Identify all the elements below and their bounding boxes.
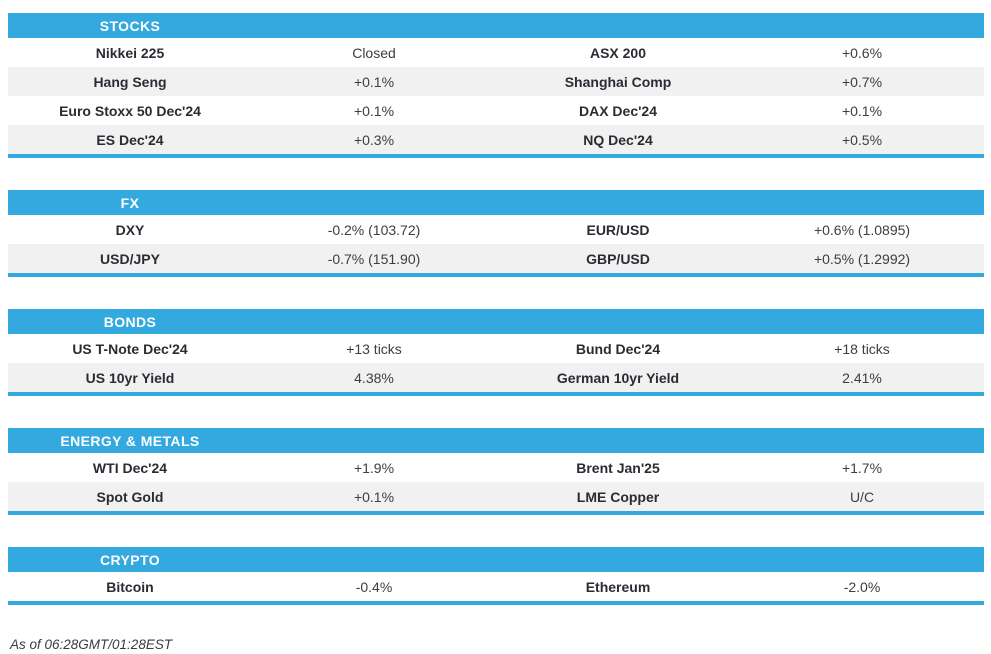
instrument-value: -0.2% (103.72): [327, 221, 421, 238]
section-header: ENERGY & METALS: [8, 428, 984, 453]
instrument-label: GBP/USD: [586, 250, 650, 267]
section-bonds: BONDS US T-Note Dec'24 +13 ticks Bund De…: [8, 309, 984, 396]
instrument-label: Ethereum: [585, 578, 651, 595]
instrument-label: ASX 200: [589, 44, 647, 61]
instrument-value: +18 ticks: [834, 340, 890, 357]
instrument-label: ES Dec'24: [96, 131, 164, 148]
table-row: ES Dec'24 +0.3% NQ Dec'24 +0.5%: [8, 125, 984, 154]
instrument-value: -0.7% (151.90): [327, 250, 421, 267]
instrument-label: US 10yr Yield: [85, 369, 175, 386]
instrument-value: +0.1%: [353, 73, 395, 90]
section-header: FX: [8, 190, 984, 215]
instrument-value: Closed: [352, 44, 396, 61]
instrument-label: Brent Jan'25: [576, 459, 660, 476]
instrument-value: 4.38%: [354, 369, 394, 386]
table-row: US 10yr Yield 4.38% German 10yr Yield 2.…: [8, 363, 984, 392]
instrument-value: +1.7%: [841, 459, 883, 476]
section-header: STOCKS: [8, 13, 984, 38]
instrument-label: WTI Dec'24: [92, 459, 168, 476]
section-header: BONDS: [8, 309, 984, 334]
instrument-label: Spot Gold: [96, 488, 164, 505]
instrument-value: +0.6%: [841, 44, 883, 61]
instrument-label: Euro Stoxx 50 Dec'24: [59, 102, 201, 119]
section-stocks: STOCKS Nikkei 225 Closed ASX 200 +0.6% H…: [8, 13, 984, 158]
section-title: FX: [120, 194, 140, 211]
section-crypto: CRYPTO Bitcoin -0.4% Ethereum -2.0%: [8, 547, 984, 605]
timestamp-note: As of 06:28GMT/01:28EST: [10, 637, 173, 652]
instrument-value: -2.0%: [843, 578, 881, 595]
instrument-label: EUR/USD: [586, 221, 650, 238]
instrument-value: +0.7%: [841, 73, 883, 90]
instrument-label: NQ Dec'24: [583, 131, 653, 148]
table-row: Bitcoin -0.4% Ethereum -2.0%: [8, 572, 984, 601]
table-row: Hang Seng +0.1% Shanghai Comp +0.7%: [8, 67, 984, 96]
instrument-value: +1.9%: [353, 459, 395, 476]
instrument-value: +13 ticks: [346, 340, 402, 357]
instrument-label: Hang Seng: [93, 73, 167, 90]
instrument-label: US T-Note Dec'24: [72, 340, 188, 357]
instrument-label: DAX Dec'24: [578, 102, 658, 119]
table-row: Spot Gold +0.1% LME Copper U/C: [8, 482, 984, 511]
section-title: ENERGY & METALS: [60, 432, 200, 449]
sections-container: STOCKS Nikkei 225 Closed ASX 200 +0.6% H…: [8, 13, 984, 605]
table-row: Nikkei 225 Closed ASX 200 +0.6%: [8, 38, 984, 67]
instrument-label: USD/JPY: [100, 250, 160, 267]
instrument-value: 2.41%: [842, 369, 882, 386]
instrument-value: +0.3%: [353, 131, 395, 148]
section-title: BONDS: [103, 313, 157, 330]
section-energy-metals: ENERGY & METALS WTI Dec'24 +1.9% Brent J…: [8, 428, 984, 515]
table-row: WTI Dec'24 +1.9% Brent Jan'25 +1.7%: [8, 453, 984, 482]
table-row: DXY -0.2% (103.72) EUR/USD +0.6% (1.0895…: [8, 215, 984, 244]
instrument-value: +0.5% (1.2992): [813, 250, 911, 267]
instrument-value: +0.6% (1.0895): [813, 221, 911, 238]
table-row: US T-Note Dec'24 +13 ticks Bund Dec'24 +…: [8, 334, 984, 363]
instrument-value: +0.1%: [841, 102, 883, 119]
instrument-label: Bitcoin: [106, 578, 154, 595]
section-fx: FX DXY -0.2% (103.72) EUR/USD +0.6% (1.0…: [8, 190, 984, 277]
instrument-label: LME Copper: [576, 488, 660, 505]
instrument-value: U/C: [849, 488, 875, 505]
instrument-value: -0.4%: [355, 578, 393, 595]
instrument-label: Nikkei 225: [95, 44, 165, 61]
instrument-label: DXY: [115, 221, 145, 238]
table-row: Euro Stoxx 50 Dec'24 +0.1% DAX Dec'24 +0…: [8, 96, 984, 125]
section-title: STOCKS: [99, 17, 161, 34]
section-title: CRYPTO: [100, 551, 160, 568]
table-row: USD/JPY -0.7% (151.90) GBP/USD +0.5% (1.…: [8, 244, 984, 273]
section-header: CRYPTO: [8, 547, 984, 572]
instrument-label: Bund Dec'24: [575, 340, 661, 357]
instrument-label: Shanghai Comp: [564, 73, 672, 90]
instrument-value: +0.1%: [353, 488, 395, 505]
instrument-value: +0.5%: [841, 131, 883, 148]
instrument-label: German 10yr Yield: [556, 369, 680, 386]
instrument-value: +0.1%: [353, 102, 395, 119]
